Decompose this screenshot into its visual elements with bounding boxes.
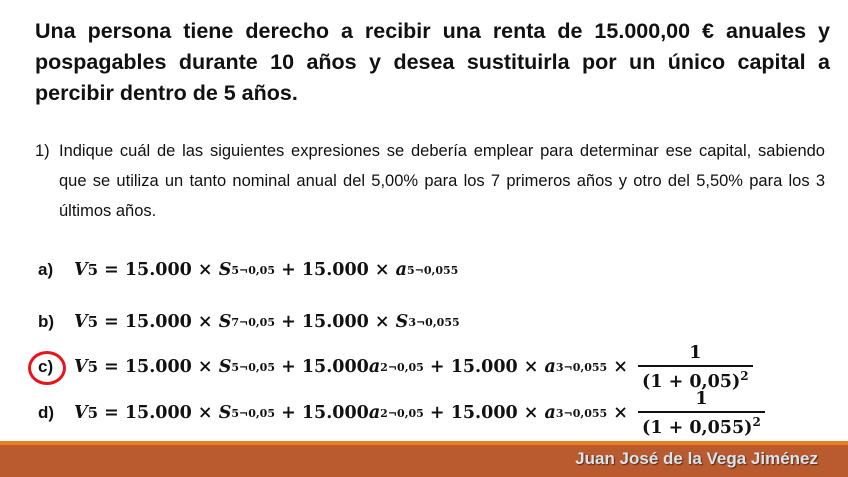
selected-answer-circle — [28, 351, 66, 385]
formula-subscript: 5 — [87, 358, 99, 376]
formula-text: + 15.000 × — [275, 312, 396, 332]
formula-subscript: 7¬0,05 — [231, 315, 275, 329]
question-number: 1) — [35, 142, 50, 160]
option-c: c) V 5 = 15.000 × S 5¬0,05 + 15.000 a 2¬0,05 … — [38, 343, 753, 391]
formula-text: + 15.000 — [275, 403, 369, 423]
formula-text: = 15.000 × — [98, 357, 219, 377]
fraction-numerator: 1 — [689, 342, 702, 363]
formula-text: + 15.000 — [275, 357, 369, 377]
formula-subscript: 3¬0,055 — [555, 406, 608, 420]
fraction-denominator: (1 + 0,055)2 — [638, 410, 765, 437]
formula-subscript: 5¬0,05 — [231, 406, 275, 420]
option-label: a) — [38, 260, 54, 279]
option-b: b) V 5 = 15.000 × S 7¬0,05 + 15.000 × S 3¬0,… — [38, 302, 460, 342]
formula-variable: S — [218, 357, 232, 377]
formula-subscript: 2¬0,05 — [380, 406, 424, 420]
exponent: 2 — [752, 414, 761, 429]
formula-subscript: 3¬0,055 — [555, 360, 608, 374]
formula-variable: S — [218, 260, 232, 280]
option-a: a) V 5 = 15.000 × S 5¬0,05 + 15.000 × a 5¬0,… — [38, 250, 458, 290]
formula-variable: S — [218, 403, 232, 423]
question: 1) Indique cuál de las siguientes expres… — [35, 136, 825, 226]
formula-subscript: 5¬0,055 — [407, 263, 459, 277]
fraction: 1 (1 + 0,055)2 — [638, 388, 765, 437]
question-text: Indique cuál de las siguientes expresion… — [59, 142, 825, 220]
formula-text: × — [607, 403, 635, 423]
footer-bar: Juan José de la Vega Jiménez — [0, 445, 848, 477]
problem-statement: Una persona tiene derecho a recibir una … — [35, 19, 830, 105]
formula-subscript: 2¬0,05 — [380, 360, 424, 374]
formula-text: × — [607, 357, 635, 377]
author-name: Juan José de la Vega Jiménez — [575, 449, 818, 468]
formula-subscript: 3¬0,055 — [408, 315, 460, 329]
formula-text: = 15.000 × — [98, 260, 219, 280]
formula-text: + 15.000 × — [423, 357, 545, 377]
option-label: b) — [38, 312, 55, 331]
footer-divider — [0, 441, 848, 445]
formula-subscript: 5 — [87, 313, 99, 331]
formula-variable: a — [368, 403, 381, 423]
formula-variable: V — [74, 312, 88, 332]
formula-variable: S — [395, 312, 409, 332]
option-d: d) V 5 = 15.000 × S 5¬0,05 + 15.000 a 2¬0,05 … — [38, 389, 765, 437]
formula-subscript: 5¬0,05 — [231, 263, 275, 277]
formula-variable: a — [544, 357, 556, 377]
formula-variable: V — [74, 357, 88, 377]
formula-text: = 15.000 × — [98, 312, 219, 332]
formula-variable: a — [368, 357, 381, 377]
formula-text: = 15.000 × — [98, 403, 219, 423]
fraction-denominator: (1 + 0,05)2 — [638, 364, 753, 391]
fraction: 1 (1 + 0,05)2 — [638, 342, 753, 391]
formula-variable: V — [74, 260, 88, 280]
formula-text: + 15.000 × — [423, 403, 545, 423]
exponent: 2 — [740, 368, 749, 383]
formula-variable: a — [395, 260, 408, 280]
formula-text: + 15.000 × — [275, 260, 396, 280]
option-label: d) — [38, 403, 55, 422]
formula-variable: V — [74, 403, 88, 423]
formula-subscript: 5¬0,05 — [231, 360, 275, 374]
formula-subscript: 5 — [87, 404, 99, 422]
formula-variable: a — [544, 403, 556, 423]
formula-subscript: 5 — [87, 261, 99, 279]
formula-variable: S — [218, 312, 232, 332]
fraction-numerator: 1 — [695, 388, 708, 409]
